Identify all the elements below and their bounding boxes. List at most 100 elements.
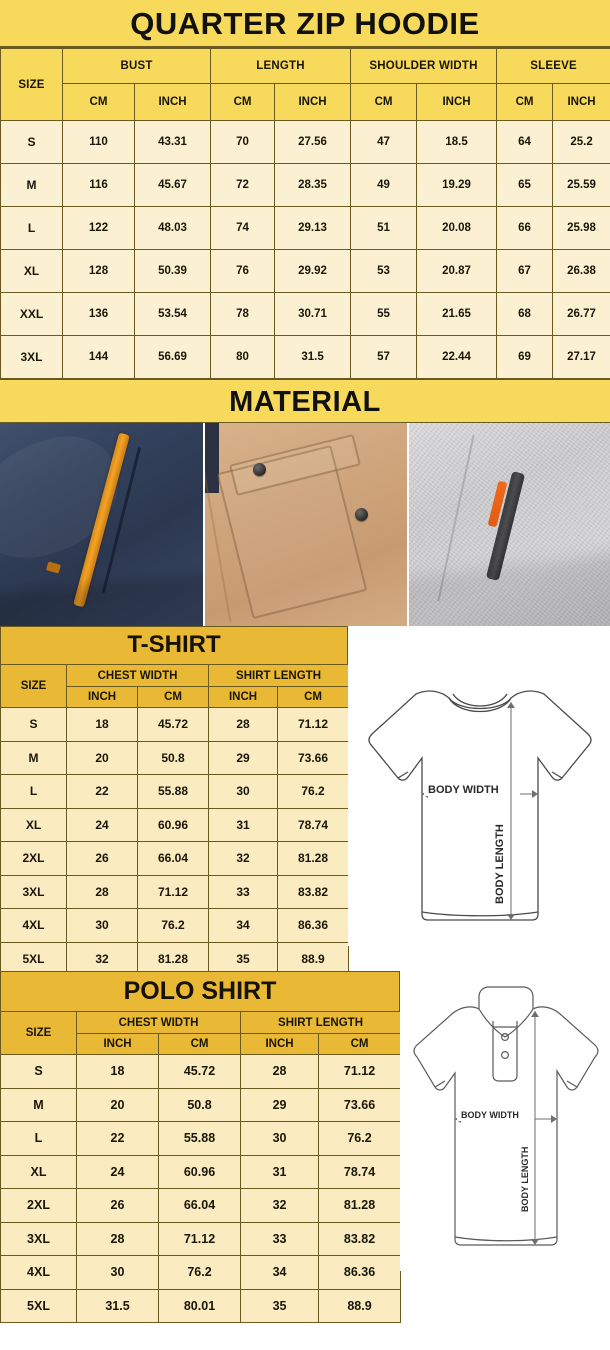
polo-len-cm-cell: 81.28	[318, 1188, 402, 1223]
hoodie-sleeve-in-cell: 25.2	[552, 120, 610, 164]
hoodie-shoulder-cm-cell: 57	[350, 335, 418, 379]
tshirt-chest-cm-cell: 55.88	[136, 774, 210, 809]
hoodie-shoulder-cm-cell: 51	[350, 206, 418, 250]
polo-chest-cm-cell: 50.8	[157, 1087, 242, 1122]
tshirt-unit-header-row: INCH CM INCH CM	[1, 686, 350, 708]
hoodie-header-size: SIZE	[0, 48, 63, 121]
hoodie-sleeve-in-cell: 26.77	[552, 292, 610, 336]
tshirt-size-cell: M	[0, 740, 67, 775]
tshirt-group-header-row: SIZE CHEST WIDTH SHIRT LENGTH	[0, 664, 350, 708]
polo-chest-in-cell: 18	[76, 1054, 159, 1089]
hoodie-header-length: LENGTH	[210, 48, 352, 84]
tshirt-len-cm-cell: 81.28	[277, 841, 350, 876]
polo-header-size: SIZE	[0, 1011, 77, 1055]
polo-size-cell: S	[0, 1054, 77, 1089]
polo-size-cell: 5XL	[0, 1288, 77, 1323]
tshirt-chest-in-cell: 22	[66, 774, 138, 809]
hoodie-unit-shoulder-inch: INCH	[416, 83, 498, 121]
polo-chest-cm-cell: 45.72	[157, 1054, 242, 1089]
polo-len-in-cell: 29	[240, 1087, 320, 1122]
tshirt-size-cell: 5XL	[0, 941, 67, 976]
hoodie-length-in-cell: 29.13	[274, 206, 352, 250]
polo-section: POLO SHIRT SIZE CHEST WIDTH SHIRT LENGTH…	[0, 971, 610, 1323]
polo-len-in-cell: 34	[240, 1255, 320, 1290]
table-row: 2XL 26 66.04 32 81.28	[0, 841, 350, 876]
hoodie-size-table: SIZE BUST LENGTH SHOULDER WIDTH SLEEVE C…	[0, 48, 610, 379]
polo-len-in-cell: 32	[240, 1188, 320, 1223]
hoodie-bust-cm-cell: 110	[62, 120, 135, 164]
table-row: 2XL 26 66.04 32 81.28	[0, 1188, 402, 1223]
hoodie-bust-in-cell: 48.03	[133, 206, 212, 250]
polo-size-cell: 3XL	[0, 1221, 77, 1256]
hoodie-shoulder-cm-cell: 55	[350, 292, 418, 336]
polo-chest-in-cell: 31.5	[76, 1288, 159, 1323]
hoodie-size-cell: L	[0, 206, 63, 250]
hoodie-unit-shoulder-cm: CM	[350, 83, 418, 121]
table-row: 4XL 30 76.2 34 86.36	[0, 908, 350, 943]
tshirt-len-in-cell: 28	[208, 707, 279, 742]
hoodie-size-cell: XXL	[0, 292, 63, 336]
table-row: L 22 55.88 30 76.2	[0, 774, 350, 809]
hoodie-unit-length-cm: CM	[210, 83, 276, 121]
hoodie-header-shoulder-width: SHOULDER WIDTH	[350, 48, 498, 84]
table-row: 5XL 31.5 80.01 35 88.9	[0, 1288, 402, 1323]
polo-chest-in-cell: 26	[76, 1188, 159, 1223]
table-row: M 20 50.8 29 73.66	[0, 740, 350, 775]
hoodie-group-header-row: SIZE BUST LENGTH SHOULDER WIDTH SLEEVE	[0, 48, 610, 121]
table-row: M 116 45.67 72 28.35 49 19.29 65 25.59	[0, 163, 610, 207]
table-row: 3XL 144 56.69 80 31.5 57 22.44 69 27.17	[0, 335, 610, 379]
hoodie-bust-cm-cell: 136	[62, 292, 135, 336]
hoodie-length-cm-cell: 78	[210, 292, 276, 336]
hoodie-sleeve-in-cell: 25.98	[552, 206, 610, 250]
polo-chest-cm-cell: 66.04	[157, 1188, 242, 1223]
table-row: S 110 43.31 70 27.56 47 18.5 64 25.2	[0, 120, 610, 164]
tshirt-size-cell: 4XL	[0, 908, 67, 943]
hoodie-length-in-cell: 30.71	[274, 292, 352, 336]
tshirt-size-cell: L	[0, 774, 67, 809]
hoodie-bust-cm-cell: 122	[62, 206, 135, 250]
grey-fleece-zip-photo	[409, 423, 610, 626]
tshirt-len-in-cell: 35	[208, 941, 279, 976]
tshirt-size-cell: 3XL	[0, 874, 67, 909]
hoodie-shoulder-in-cell: 22.44	[416, 335, 498, 379]
hoodie-shoulder-in-cell: 20.87	[416, 249, 498, 293]
polo-size-cell: L	[0, 1121, 77, 1156]
polo-size-cell: 4XL	[0, 1255, 77, 1290]
tshirt-chest-cm-cell: 66.04	[136, 841, 210, 876]
tshirt-chest-in-cell: 24	[66, 807, 138, 842]
hoodie-header-bust: BUST	[61, 48, 212, 84]
hoodie-title-banner: QUARTER ZIP HOODIE	[0, 0, 610, 48]
polo-title: POLO SHIRT	[0, 971, 400, 1011]
table-row: XL 128 50.39 76 29.92 53 20.87 67 26.38	[0, 249, 610, 293]
tshirt-diagram-pane: BODY WIDTH BODY LENGTH	[348, 626, 610, 946]
tshirt-size-cell: S	[0, 707, 67, 742]
hoodie-bust-cm-cell: 144	[62, 335, 135, 379]
body-width-label: BODY WIDTH	[461, 1110, 519, 1120]
tshirt-header-shirt-length: SHIRT LENGTH	[208, 664, 350, 687]
hoodie-shoulder-in-cell: 18.5	[416, 120, 498, 164]
polo-unit-length-inch: INCH	[240, 1033, 320, 1055]
polo-chest-cm-cell: 60.96	[157, 1154, 242, 1189]
table-row: 5XL 32 81.28 35 88.9	[0, 941, 350, 976]
hoodie-sleeve-cm-cell: 68	[496, 292, 554, 336]
snap-button-bottom	[355, 508, 368, 521]
hoodie-section: QUARTER ZIP HOODIE SIZE BUST LENGTH SHOU…	[0, 0, 610, 626]
hoodie-header-sleeve: SLEEVE	[496, 48, 610, 84]
tshirt-size-cell: 2XL	[0, 841, 67, 876]
hoodie-unit-sleeve-cm: CM	[496, 83, 554, 121]
polo-len-in-cell: 30	[240, 1121, 320, 1156]
hoodie-shoulder-cm-cell: 49	[350, 163, 418, 207]
polo-unit-length-cm: CM	[318, 1033, 402, 1055]
polo-chest-cm-cell: 80.01	[157, 1288, 242, 1323]
polo-chest-cm-cell: 55.88	[157, 1121, 242, 1156]
drawstring-tip	[46, 561, 61, 574]
polo-diagram-pane: BODY WIDTH BODY LENGTH	[400, 971, 610, 1271]
tshirt-header-chest-width: CHEST WIDTH	[65, 664, 210, 687]
snap-button-top	[253, 463, 266, 476]
hoodie-bust-in-cell: 43.31	[133, 120, 212, 164]
table-row: 3XL 28 71.12 33 83.82	[0, 1221, 402, 1256]
hoodie-bust-in-cell: 53.54	[133, 292, 212, 336]
table-row: XL 24 60.96 31 78.74	[0, 807, 350, 842]
hoodie-length-cm-cell: 72	[210, 163, 276, 207]
navy-hoodie-drawstring-photo	[0, 423, 203, 626]
